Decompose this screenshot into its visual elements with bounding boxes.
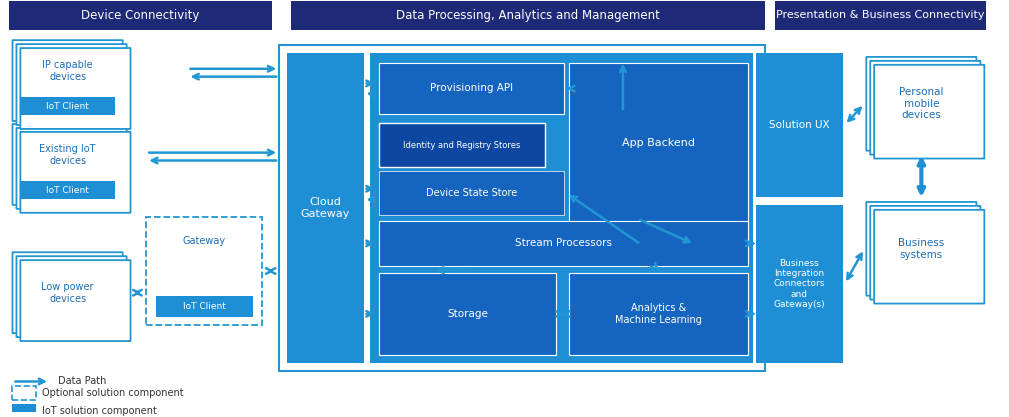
FancyBboxPatch shape (870, 61, 981, 155)
Text: Cloud
Gateway: Cloud Gateway (301, 197, 350, 219)
Text: IoT Client: IoT Client (46, 102, 89, 111)
Text: Data Path: Data Path (58, 377, 106, 387)
FancyBboxPatch shape (874, 210, 985, 304)
Bar (379, 171, 564, 215)
Text: Data Processing, Analytics and Management: Data Processing, Analytics and Managemen… (396, 9, 660, 22)
Text: Personal
mobile
devices: Personal mobile devices (899, 87, 943, 121)
FancyBboxPatch shape (867, 202, 977, 296)
Bar (756, 53, 843, 197)
Bar (379, 221, 749, 266)
Bar (379, 123, 545, 167)
Bar (12, 387, 36, 400)
Text: Business
systems: Business systems (898, 238, 944, 260)
Text: Analytics &
Machine Learning: Analytics & Machine Learning (615, 303, 702, 325)
Bar (756, 205, 843, 363)
Bar (156, 296, 252, 317)
Bar (775, 1, 986, 30)
FancyBboxPatch shape (867, 57, 977, 151)
Text: IoT Client: IoT Client (46, 186, 89, 195)
Bar (287, 53, 363, 363)
Bar (20, 181, 115, 199)
Text: Gateway: Gateway (183, 236, 226, 246)
Text: Business
Integration
Connectors
and
Gateway(s): Business Integration Connectors and Gate… (774, 259, 825, 309)
FancyBboxPatch shape (12, 40, 123, 121)
Text: Optional solution component: Optional solution component (42, 388, 184, 398)
Text: IP capable
devices: IP capable devices (42, 60, 93, 82)
Text: App Backend: App Backend (623, 138, 695, 148)
Text: Device Connectivity: Device Connectivity (81, 9, 200, 22)
Text: Existing IoT
devices: Existing IoT devices (39, 144, 96, 166)
Bar (369, 53, 753, 363)
Bar (379, 63, 564, 114)
FancyBboxPatch shape (16, 256, 126, 337)
Bar (379, 273, 556, 355)
Bar (291, 1, 765, 30)
Bar (756, 197, 843, 205)
Bar (279, 45, 765, 371)
FancyBboxPatch shape (16, 128, 126, 209)
Bar (146, 217, 262, 325)
FancyBboxPatch shape (870, 206, 981, 299)
FancyBboxPatch shape (20, 48, 130, 129)
FancyBboxPatch shape (874, 65, 985, 158)
Text: IoT Client: IoT Client (183, 302, 226, 311)
FancyBboxPatch shape (20, 132, 130, 213)
Bar (569, 273, 749, 355)
Text: Device State Store: Device State Store (426, 188, 518, 198)
Text: IoT solution component: IoT solution component (42, 406, 156, 416)
Text: Low power
devices: Low power devices (41, 282, 94, 304)
Text: Solution UX: Solution UX (769, 120, 829, 130)
Text: Provisioning API: Provisioning API (430, 83, 514, 93)
Text: Identity and Registry Stores: Identity and Registry Stores (404, 141, 521, 150)
Bar (569, 63, 749, 242)
Text: Presentation & Business Connectivity: Presentation & Business Connectivity (776, 10, 985, 20)
FancyBboxPatch shape (20, 260, 130, 341)
Bar (20, 98, 115, 115)
Text: Stream Processors: Stream Processors (516, 239, 612, 249)
Bar (12, 404, 36, 417)
FancyBboxPatch shape (16, 44, 126, 125)
Bar (8, 1, 272, 30)
Text: Storage: Storage (447, 309, 488, 319)
FancyBboxPatch shape (12, 252, 123, 333)
FancyBboxPatch shape (12, 124, 123, 205)
